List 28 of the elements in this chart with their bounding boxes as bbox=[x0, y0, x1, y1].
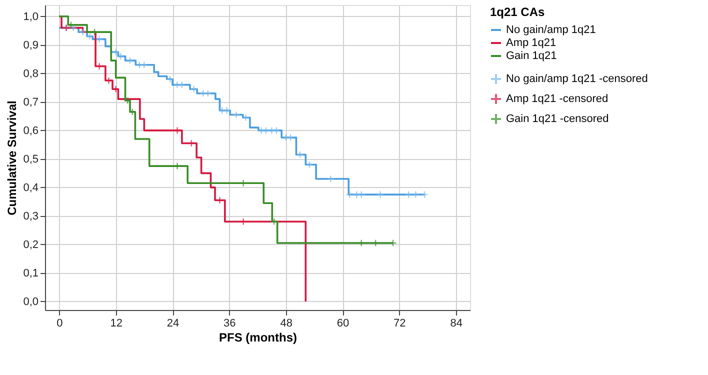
y-axis-title: Cumulative Survival bbox=[5, 100, 20, 216]
x-tick-label: 0 bbox=[56, 318, 63, 330]
y-tick-label: 1,0 bbox=[23, 10, 38, 23]
x-tick-label: 72 bbox=[394, 318, 406, 330]
legend-label: Amp 1q21 -censored bbox=[506, 93, 608, 105]
x-tick-label: 36 bbox=[224, 318, 236, 330]
y-tick-label: 0,2 bbox=[23, 238, 38, 251]
y-tick-label: 0,9 bbox=[23, 39, 38, 52]
y-tick-label: 0,0 bbox=[23, 296, 38, 308]
legend-label: Gain 1q21 bbox=[506, 50, 557, 62]
legend-label: Gain 1q21 -censored bbox=[506, 113, 609, 125]
legend-title: 1q21 CAs bbox=[490, 5, 546, 19]
legend-label: Amp 1q21 bbox=[506, 37, 556, 49]
y-tick-label: 0,1 bbox=[23, 267, 38, 280]
x-tick-label: 24 bbox=[166, 318, 180, 330]
legend-label: No gain/amp 1q21 -censored bbox=[506, 73, 648, 85]
x-tick-label: 84 bbox=[450, 318, 462, 330]
x-tick-label: 12 bbox=[110, 318, 122, 330]
x-axis-title: PFS (months) bbox=[219, 330, 297, 344]
legend-label: No gain/amp 1q21 bbox=[506, 24, 596, 36]
y-tick-label: 0,8 bbox=[23, 68, 38, 80]
x-tick-label: 60 bbox=[336, 318, 350, 330]
x-tick-label: 48 bbox=[280, 318, 292, 330]
y-tick-label: 0,3 bbox=[23, 210, 38, 222]
y-tick-label: 0,6 bbox=[23, 124, 38, 137]
y-tick-label: 0,7 bbox=[23, 96, 38, 108]
y-tick-label: 0,4 bbox=[23, 182, 38, 194]
y-tick-label: 0,5 bbox=[23, 153, 38, 166]
